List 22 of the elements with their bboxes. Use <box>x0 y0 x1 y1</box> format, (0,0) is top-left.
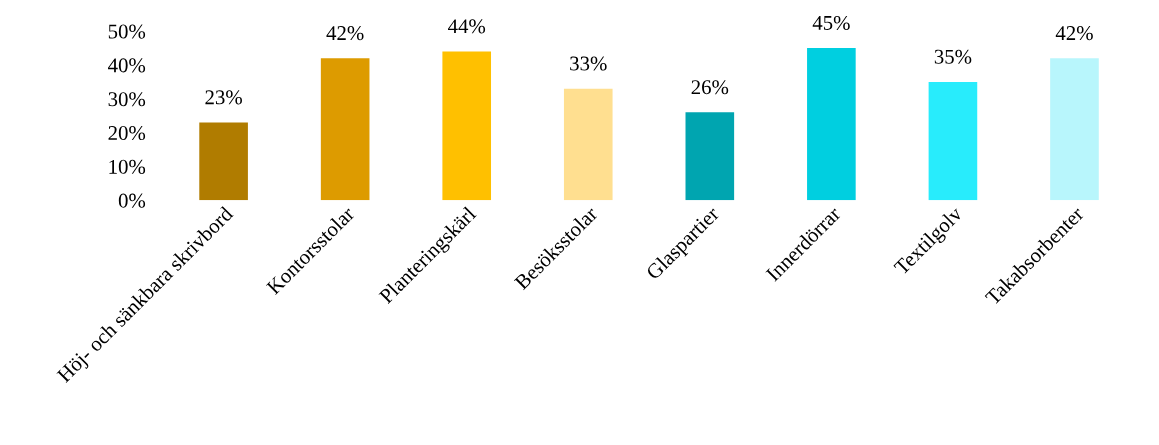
bar <box>320 58 370 201</box>
data-label: 44% <box>448 19 486 34</box>
data-label: 45% <box>812 15 850 31</box>
y-tick-label: 40% <box>108 58 146 73</box>
bar <box>199 122 248 201</box>
y-tick-label: 30% <box>108 92 146 107</box>
y-tick-label: 10% <box>109 159 146 174</box>
data-label: 35% <box>934 49 972 64</box>
bar <box>685 112 735 201</box>
bar <box>442 51 492 201</box>
data-label: 26% <box>691 80 729 95</box>
bar <box>563 88 613 201</box>
y-tick-label: 50% <box>108 24 146 39</box>
data-label: 23% <box>205 90 242 105</box>
y-tick-label: 20% <box>108 125 146 141</box>
data-label: 42% <box>1055 26 1093 41</box>
bar <box>928 81 978 201</box>
bar <box>1050 58 1099 201</box>
data-label: 33% <box>570 56 607 71</box>
bar <box>807 48 856 201</box>
y-tick-label: 0% <box>118 193 146 208</box>
data-label: 42% <box>326 26 364 41</box>
